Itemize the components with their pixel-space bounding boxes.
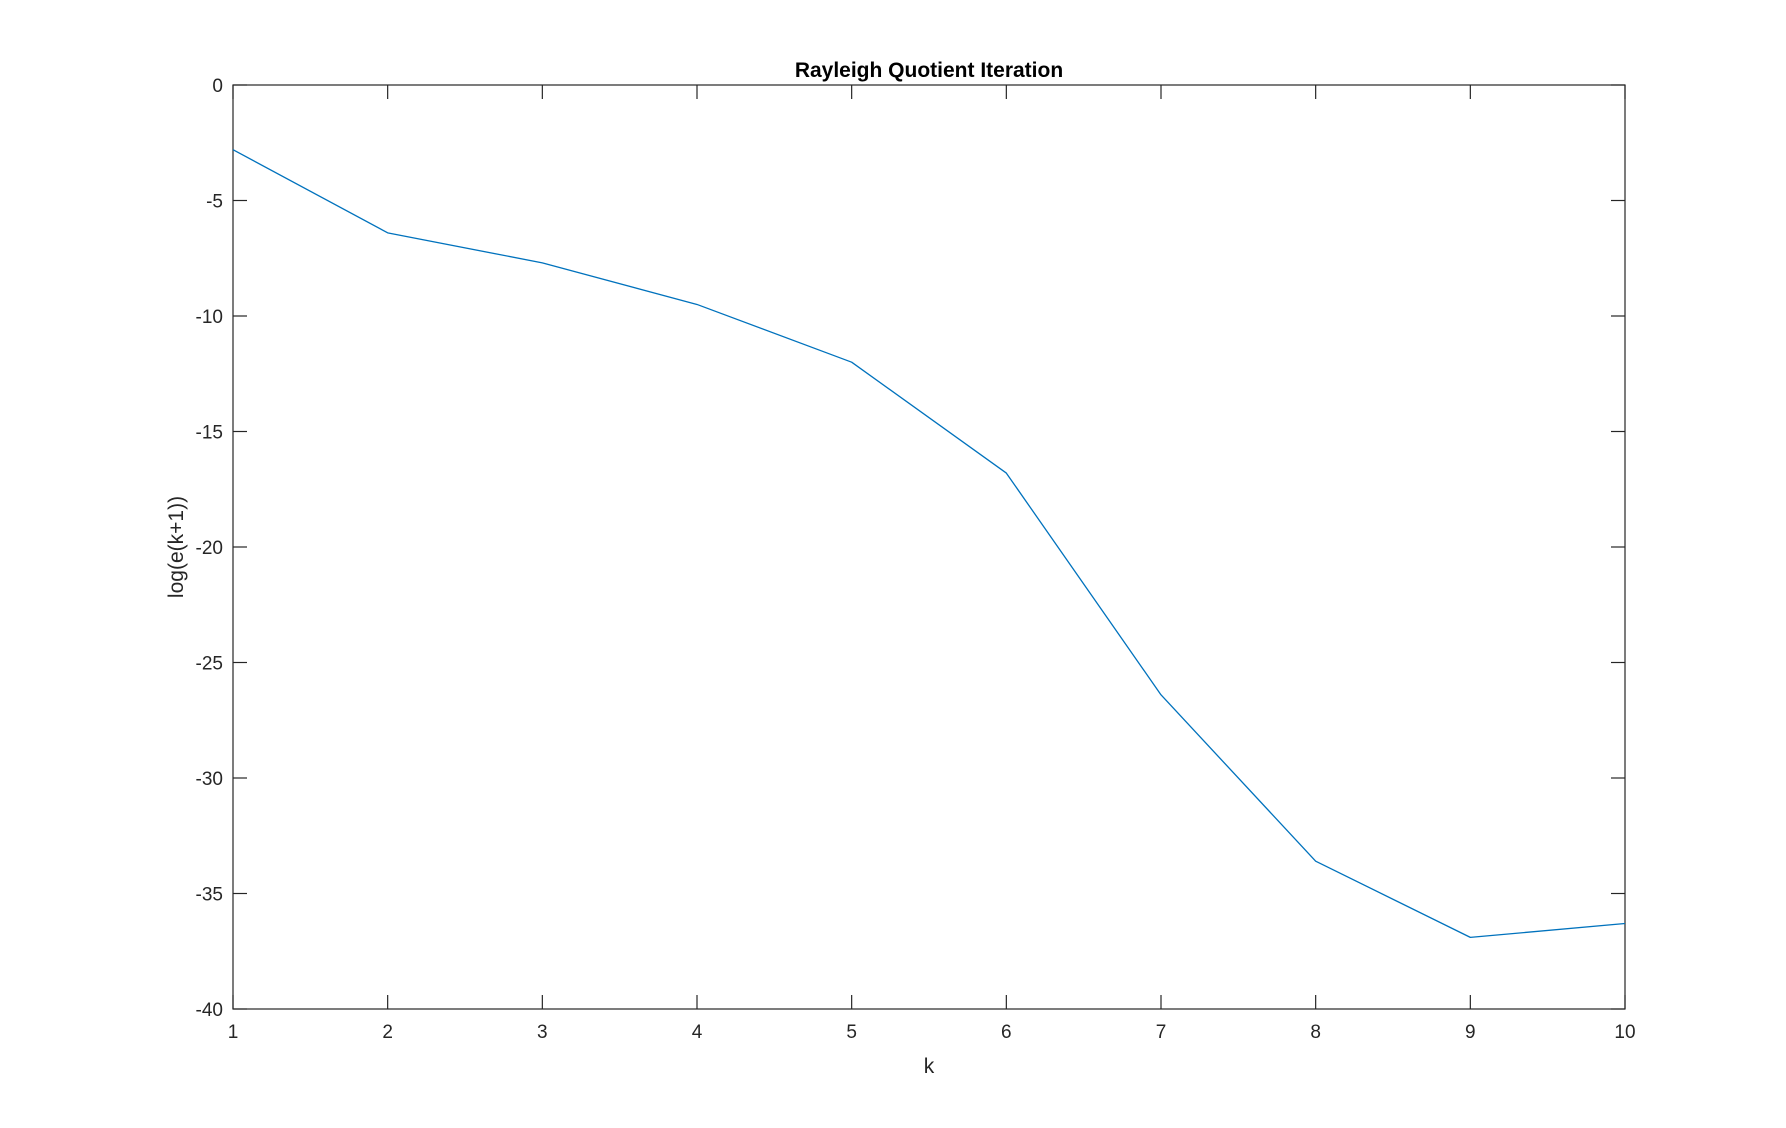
y-tick-label: -35: [196, 885, 223, 906]
y-tick-label: -30: [196, 769, 223, 790]
x-tick-label: 7: [1156, 1022, 1167, 1043]
series-line: [232, 149, 1626, 939]
x-tick-label: 5: [846, 1022, 857, 1043]
x-axis-label: k: [924, 1055, 935, 1078]
x-tick-label: 3: [537, 1022, 548, 1043]
x-tick-label: 6: [1001, 1022, 1012, 1043]
axes-box: [232, 84, 1626, 1010]
x-tick-label: 4: [692, 1022, 703, 1043]
y-tick-label: -5: [206, 192, 223, 213]
y-tick-label: -40: [196, 1000, 223, 1021]
series-group: [232, 149, 1626, 939]
y-tick-label: -20: [196, 538, 223, 559]
x-tick-label: 10: [1614, 1022, 1635, 1043]
chart-title: Rayleigh Quotient Iteration: [795, 59, 1063, 82]
y-tick-label: -25: [196, 654, 223, 675]
x-tick-label: 8: [1310, 1022, 1321, 1043]
y-tick-label: 0: [212, 76, 223, 97]
x-tick-label: 2: [382, 1022, 393, 1043]
y-axis-label: log(e(k+1)): [165, 496, 188, 598]
x-tick-label: 1: [228, 1022, 239, 1043]
y-tick-label: -15: [196, 423, 223, 444]
x-axis: 1 2 3 4 5 6 7 8 9 10: [228, 85, 1636, 1043]
y-tick-label: -10: [196, 307, 223, 328]
x-tick-label: 9: [1465, 1022, 1476, 1043]
plot-area: 1 2 3 4 5 6 7 8 9 10 0 -5 -10 -15 -20 -25 -30 -35 -40: [196, 76, 1636, 1043]
y-axis: 0 -5 -10 -15 -20 -25 -30 -35 -40: [196, 76, 1625, 1021]
